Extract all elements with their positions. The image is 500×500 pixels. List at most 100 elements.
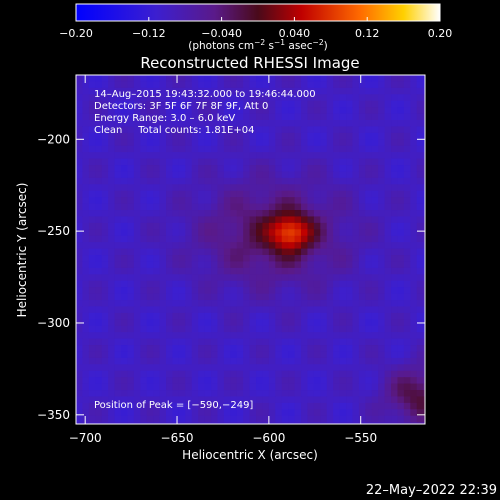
heatmap-cell (294, 158, 302, 166)
heatmap-cell (352, 402, 360, 410)
heatmap-cell (191, 126, 199, 134)
heatmap-cell (95, 390, 103, 397)
heatmap-cell (146, 274, 154, 282)
heatmap-cell (256, 158, 263, 166)
heatmap-cell (288, 338, 295, 346)
heatmap-cell (326, 242, 334, 249)
heatmap-cell (236, 255, 244, 262)
heatmap-cell (320, 422, 328, 425)
heatmap-cell (121, 306, 128, 314)
heatmap-cell (140, 165, 148, 172)
heatmap-cell (223, 152, 231, 159)
heatmap-cell (346, 351, 353, 359)
heatmap-cell (185, 267, 193, 275)
heatmap-cell (352, 229, 360, 237)
heatmap-cell (384, 267, 392, 275)
heatmap-cell (294, 267, 302, 275)
heatmap-cell (236, 203, 244, 211)
heatmap-cell (82, 120, 90, 127)
heatmap-cell (358, 332, 366, 339)
heatmap-cell (339, 345, 347, 352)
heatmap-cell (198, 364, 205, 372)
heatmap-cell (262, 306, 270, 314)
heatmap-cell (146, 332, 154, 339)
heatmap-cell (76, 377, 83, 384)
heatmap-cell (153, 357, 160, 365)
heatmap-cell (159, 377, 167, 384)
heatmap-cell (416, 351, 424, 359)
heatmap-cell (76, 165, 83, 172)
heatmap-cell (391, 364, 398, 372)
heatmap-cell (191, 139, 199, 147)
heatmap-cell (211, 370, 218, 378)
heatmap-cell (403, 177, 411, 185)
heatmap-cell (391, 132, 398, 140)
heatmap-cell (294, 319, 302, 327)
heatmap-cell (172, 113, 180, 121)
heatmap-cell (166, 81, 173, 89)
heatmap-cell (256, 132, 263, 140)
heatmap-cell (397, 409, 405, 417)
heatmap-cell (275, 364, 283, 372)
heatmap-cell (88, 81, 96, 89)
heatmap-cell (371, 267, 379, 275)
heatmap-cell (352, 255, 360, 262)
heatmap-cell (159, 120, 167, 127)
heatmap-cell (223, 338, 231, 346)
heatmap-cell (217, 357, 225, 365)
heatmap-cell (294, 177, 302, 185)
heatmap-cell (358, 210, 366, 217)
heatmap-cell (268, 177, 276, 185)
heatmap-cell (133, 325, 141, 333)
heatmap-cell (223, 94, 231, 102)
heatmap-cell (378, 158, 385, 166)
heatmap-cell (288, 255, 295, 262)
heatmap-cell (339, 300, 347, 307)
heatmap-cell (114, 235, 122, 243)
heatmap-cell (198, 222, 205, 230)
heatmap-cell (403, 370, 411, 378)
heatmap-cell (352, 415, 360, 423)
heatmap-cell (140, 287, 148, 294)
heatmap-cell (166, 242, 173, 249)
heatmap-cell (172, 377, 180, 384)
heatmap-cell (423, 235, 426, 243)
heatmap-cell (275, 319, 283, 327)
heatmap-cell (288, 415, 295, 423)
heatmap-cell (153, 255, 160, 262)
heatmap-cell (378, 306, 385, 314)
heatmap-cell (121, 203, 128, 211)
heatmap-cell (121, 287, 128, 294)
heatmap-cell (281, 370, 289, 378)
heatmap-cell (230, 319, 238, 327)
heatmap-cell (82, 242, 90, 249)
heatmap-cell (133, 377, 141, 384)
heatmap-cell (127, 94, 135, 102)
heatmap-cell (146, 312, 154, 320)
heatmap-cell (82, 306, 90, 314)
heatmap-cell (95, 87, 103, 95)
heatmap-cell (326, 261, 334, 269)
heatmap-cell (378, 242, 385, 249)
heatmap-cell (320, 332, 328, 339)
heatmap-cell (146, 165, 154, 172)
heatmap-cell (275, 377, 283, 384)
heatmap-cell (121, 113, 128, 121)
heatmap-cell (191, 94, 199, 102)
heatmap-cell (288, 203, 295, 211)
heatmap-cell (403, 126, 411, 134)
heatmap-cell (384, 94, 392, 102)
heatmap-cell (217, 197, 225, 204)
heatmap-cell (217, 332, 225, 339)
heatmap-cell (153, 377, 160, 384)
heatmap-cell (339, 222, 347, 230)
heatmap-cell (140, 100, 148, 108)
heatmap-cell (108, 94, 115, 102)
heatmap-cell (281, 229, 289, 237)
heatmap-cell (249, 351, 257, 359)
heatmap-cell (365, 332, 373, 339)
heatmap-cell (159, 345, 167, 352)
heatmap-cell (127, 203, 135, 211)
heatmap-cell (365, 203, 373, 211)
heatmap-cell (101, 152, 109, 159)
